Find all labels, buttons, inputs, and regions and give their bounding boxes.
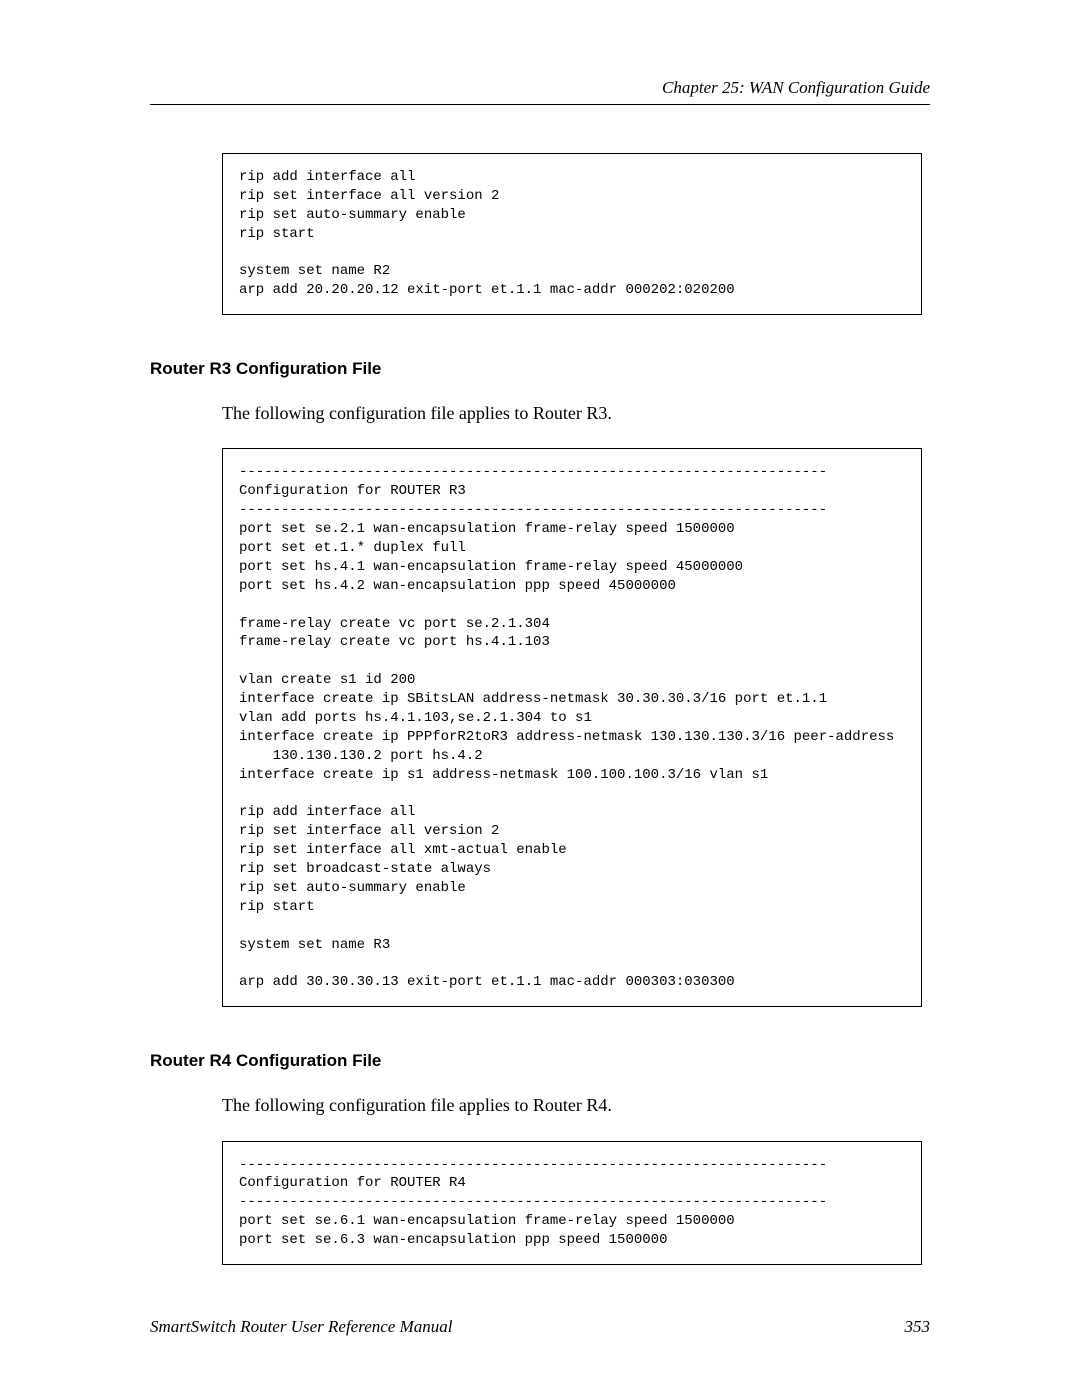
code-block-r3: ----------------------------------------… bbox=[222, 448, 922, 1007]
section-intro-r3: The following configuration file applies… bbox=[222, 401, 930, 426]
footer-manual-title: SmartSwitch Router User Reference Manual bbox=[150, 1317, 452, 1337]
page-footer: SmartSwitch Router User Reference Manual… bbox=[150, 1317, 930, 1337]
code-block-r2-continued: rip add interface all rip set interface … bbox=[222, 153, 922, 315]
section-intro-r4: The following configuration file applies… bbox=[222, 1093, 930, 1118]
running-header: Chapter 25: WAN Configuration Guide bbox=[150, 78, 930, 105]
page-content: Chapter 25: WAN Configuration Guide rip … bbox=[150, 78, 930, 1265]
section-heading-r4: Router R4 Configuration File bbox=[150, 1051, 930, 1071]
footer-page-number: 353 bbox=[905, 1317, 931, 1337]
section-heading-r3: Router R3 Configuration File bbox=[150, 359, 930, 379]
code-block-r4: ----------------------------------------… bbox=[222, 1141, 922, 1265]
